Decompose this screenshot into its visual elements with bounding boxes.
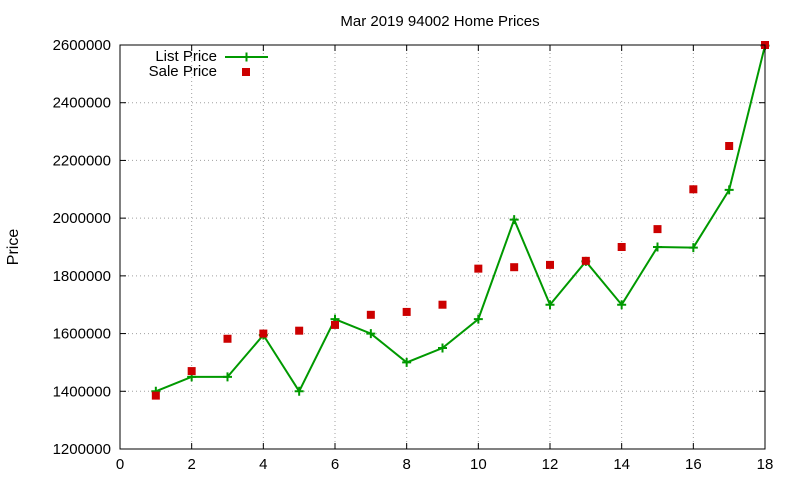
data-point-sale-price — [617, 243, 626, 251]
x-tick-label: 16 — [685, 456, 702, 473]
x-tick-label: 4 — [259, 456, 267, 473]
grid-lines — [120, 45, 765, 449]
series-line-list-price — [155, 45, 766, 394]
y-tick-label: 2400000 — [53, 95, 111, 112]
data-point-sale-price — [259, 329, 268, 338]
data-point-sale-price — [689, 185, 698, 194]
axis-ticks: 0 2 4 6 8 10 12 14 16 18 1200000 1400000 1600000 1800… — [53, 37, 774, 473]
data-point-sale-price — [474, 264, 483, 273]
x-tick-label: 0 — [116, 456, 124, 473]
data-point-sale-price — [366, 310, 375, 319]
data-point-sale-price — [187, 367, 196, 376]
x-tick-label: 6 — [331, 456, 339, 473]
data-point-list-price — [688, 243, 698, 253]
data-point-sale-price — [295, 326, 304, 335]
data-point-list-price — [509, 215, 519, 225]
data-point-list-price — [438, 343, 447, 353]
y-axis-label: Price — [5, 229, 22, 266]
data-point-list-price — [653, 242, 662, 252]
chart-title: Mar 2019 94002 Home Prices — [340, 13, 539, 30]
data-point-sale-price — [581, 256, 590, 265]
x-tick-label: 14 — [613, 456, 630, 473]
data-point-sale-price — [438, 300, 447, 309]
data-point-list-price — [294, 386, 304, 396]
series-layer — [151, 41, 770, 400]
plot-frame — [119, 44, 766, 450]
y-tick-label: 2200000 — [53, 152, 111, 169]
y-tick-label: 1400000 — [53, 383, 111, 400]
data-point-list-price — [724, 185, 734, 195]
data-point-sale-price — [725, 142, 734, 150]
legend-marker-sale-price — [242, 68, 250, 76]
data-point-list-price — [617, 300, 627, 310]
data-point-list-price — [223, 372, 232, 382]
data-point-list-price — [402, 357, 412, 367]
x-tick-label: 8 — [402, 456, 410, 473]
legend-marker-list-price — [242, 52, 251, 62]
y-tick-label: 1200000 — [53, 441, 111, 458]
x-tick-label: 2 — [187, 456, 195, 473]
x-tick-label: 12 — [542, 456, 559, 473]
y-tick-label: 2600000 — [53, 37, 111, 54]
legend-label-sale-price: Sale Price — [149, 63, 217, 80]
data-point-sale-price — [546, 260, 554, 269]
x-tick-label: 18 — [757, 456, 774, 473]
data-point-sale-price — [653, 225, 662, 234]
data-point-sale-price — [510, 263, 519, 272]
legend: List Price Sale Price — [149, 48, 268, 80]
y-tick-label: 1600000 — [53, 326, 111, 343]
x-tick-label: 10 — [470, 456, 487, 473]
data-point-sale-price — [331, 320, 339, 329]
y-tick-label: 2000000 — [53, 210, 111, 227]
data-point-list-price — [473, 314, 483, 324]
data-point-list-price — [366, 329, 376, 339]
data-point-sale-price — [402, 307, 411, 316]
y-tick-label: 1800000 — [53, 268, 111, 285]
data-point-sale-price — [223, 334, 232, 343]
legend-label-list-price: List Price — [155, 48, 217, 65]
data-point-list-price — [545, 300, 555, 310]
data-point-sale-price — [151, 391, 160, 400]
